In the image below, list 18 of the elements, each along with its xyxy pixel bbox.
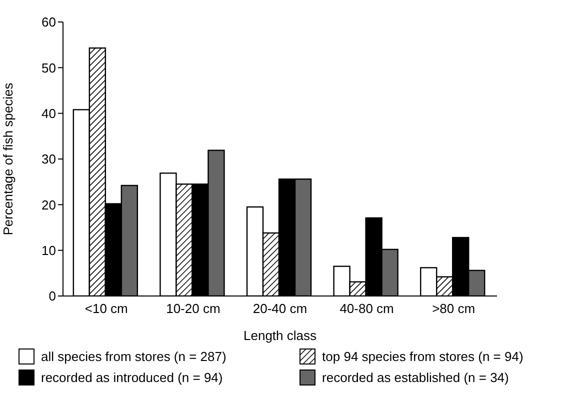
- x-tick-label: 10-20 cm: [166, 301, 220, 316]
- y-tick-label: 0: [48, 288, 56, 304]
- x-axis-title: Length class: [244, 328, 317, 343]
- y-tick-label: 20: [42, 197, 56, 212]
- y-tick-label: 60: [42, 14, 56, 30]
- y-tick-label: 40: [42, 106, 56, 121]
- x-tick-label: <10 cm: [84, 301, 128, 316]
- legend-label: recorded as established (n = 34): [322, 370, 509, 385]
- y-tick-label: 30: [42, 152, 56, 167]
- x-tick-label: 20-40 cm: [252, 301, 308, 316]
- legend-label: all species from stores (n = 287): [41, 349, 226, 364]
- x-tick-label: >80 cm: [432, 301, 476, 316]
- legend-label: recorded as introduced (n = 94): [41, 370, 223, 385]
- y-axis-title: Percentage of fish species: [0, 82, 16, 236]
- y-tick-label: 10: [42, 242, 56, 258]
- y-tick-label: 50: [42, 60, 56, 76]
- legend-label: top 94 species from stores (n = 94): [322, 349, 524, 364]
- x-tick-label: 40-80 cm: [340, 301, 394, 316]
